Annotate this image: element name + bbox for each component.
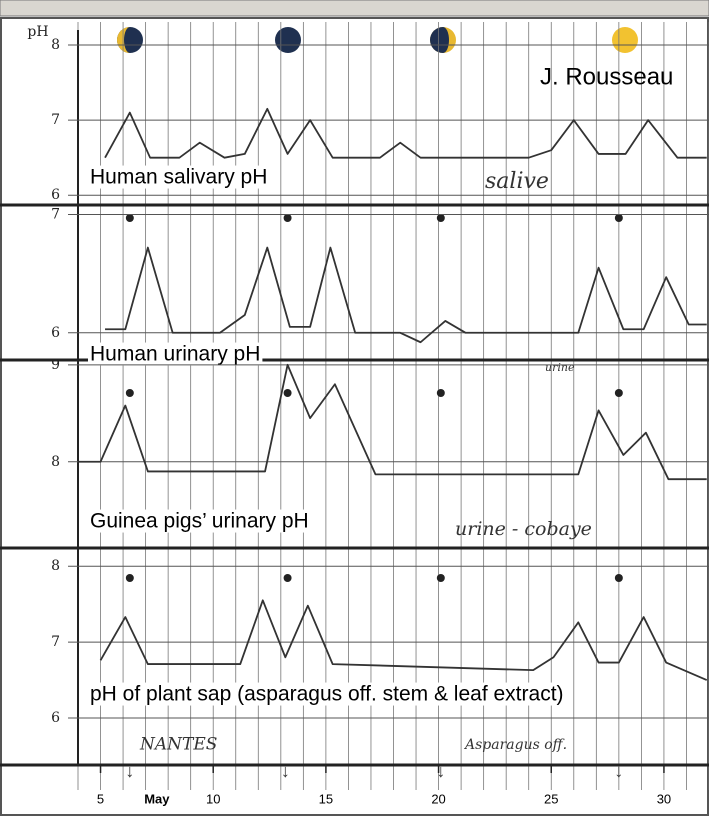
x-tick-label: 5: [97, 791, 104, 806]
x-axis-label: May: [144, 791, 170, 806]
x-tick-label: 30: [657, 791, 671, 806]
handwritten-note: NANTES: [139, 735, 217, 755]
data-line: [105, 246, 707, 344]
x-tick-label: 25: [544, 791, 558, 806]
title-bg: [88, 165, 270, 189]
y-tick-label: 6: [51, 187, 60, 203]
title-bg: [88, 342, 263, 366]
moon-dot: [125, 389, 134, 397]
handwritten-note: urine: [545, 361, 575, 374]
data-line: [99, 599, 708, 681]
author-label: J. Rousseau: [540, 63, 673, 90]
panel-title: Human salivary pH: [90, 166, 267, 189]
frame: [0, 17, 709, 816]
moon-dot: [436, 214, 445, 222]
y-axis-label: pH: [27, 24, 48, 40]
x-tick-label: 15: [319, 791, 333, 806]
arrow: ↓: [125, 761, 134, 781]
y-tick-label: 8: [51, 558, 60, 574]
y-tick-label: 7: [51, 112, 60, 128]
y-tick-label: 6: [51, 710, 60, 726]
arrow: ↓: [614, 761, 623, 781]
data-line: [104, 107, 707, 159]
data-line: [78, 363, 707, 481]
handwritten-note: salive: [485, 169, 549, 194]
moon-dot: [614, 574, 623, 582]
arrow: ↓: [281, 761, 290, 781]
panel-title: Guinea pigs’ urinary pH: [90, 510, 309, 533]
moon-dot: [283, 214, 292, 222]
title-bg: [88, 509, 311, 533]
y-tick-label: 7: [51, 206, 60, 222]
handwritten-note: urine - cobaye: [455, 518, 592, 540]
moon-icons: [117, 27, 638, 53]
x-tick-label: 10: [206, 791, 220, 806]
y-tick-label: 8: [51, 454, 60, 470]
moon-dot: [283, 574, 292, 582]
moon-dot: [125, 214, 134, 222]
x-tick-label: 20: [431, 791, 445, 806]
y-tick-label: 8: [51, 37, 60, 53]
arrow: ↓: [436, 761, 445, 781]
title-bg: [88, 682, 566, 706]
moon-dot: [614, 389, 623, 397]
y-tick-label: 7: [51, 634, 60, 650]
moon-dot: [125, 574, 134, 582]
y-tick-label: 9: [51, 357, 60, 373]
moon-dot: [436, 574, 445, 582]
panel-title: pH of plant sap (asparagus off. stem & l…: [90, 683, 564, 706]
y-tick-label: 6: [51, 325, 60, 341]
handwritten-note: Asparagus off.: [463, 737, 567, 753]
moon-dot: [283, 389, 292, 397]
panel-title: Human urinary pH: [90, 343, 260, 366]
moon-dot: [436, 389, 445, 397]
top-bar: [0, 0, 709, 17]
moon-dot: [614, 214, 623, 222]
